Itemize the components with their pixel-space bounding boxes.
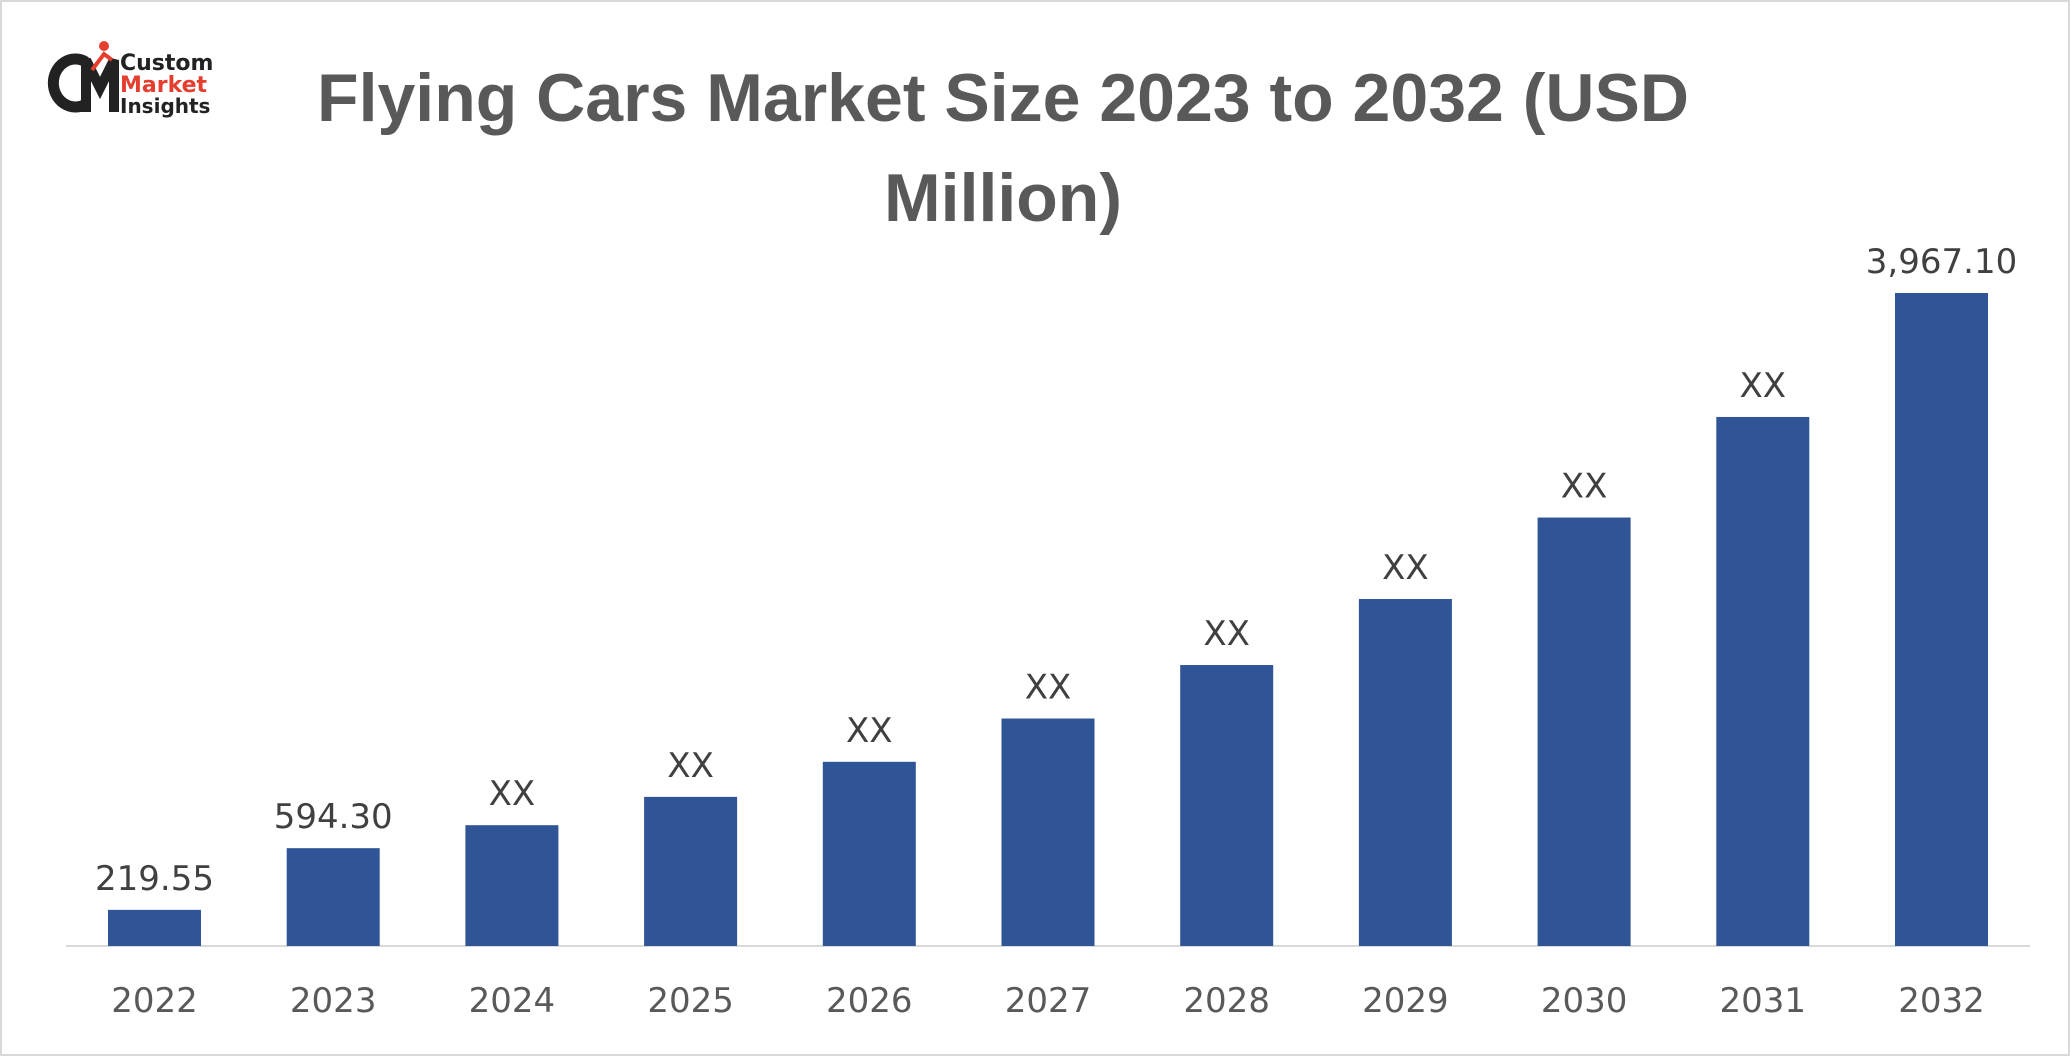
- bar: [465, 825, 559, 946]
- bar: [644, 796, 738, 946]
- logo: Custom Market Insights: [47, 41, 213, 118]
- x-tick-label: 2031: [1720, 981, 1807, 1021]
- x-tick-label: 2024: [469, 981, 556, 1021]
- data-label: XX: [1382, 548, 1429, 588]
- x-tick-label: 2032: [1898, 981, 1985, 1021]
- bar: [1895, 293, 1988, 946]
- data-label: XX: [667, 746, 714, 786]
- data-label: XX: [1203, 614, 1250, 654]
- data-label: XX: [1740, 366, 1787, 406]
- x-tick-label: 2030: [1541, 981, 1628, 1021]
- x-tick-label: 2028: [1183, 981, 1270, 1021]
- logo-dot: [99, 41, 109, 51]
- data-label: XX: [1025, 668, 1072, 708]
- bar: [822, 761, 916, 946]
- x-tick-label: 2027: [1005, 981, 1092, 1021]
- data-label: 3,967.10: [1866, 242, 2017, 282]
- bar: [286, 848, 380, 946]
- data-label: XX: [1561, 467, 1608, 507]
- x-tick-label: 2023: [290, 981, 377, 1021]
- data-label: 594.30: [274, 797, 393, 837]
- bar: [1537, 517, 1631, 946]
- data-label: XX: [489, 774, 536, 814]
- data-label: 219.55: [95, 859, 214, 899]
- bar: [1716, 416, 1810, 947]
- logo-text: Custom: [120, 51, 213, 76]
- x-tick-label: 2029: [1362, 981, 1449, 1021]
- x-tick-label: 2025: [647, 981, 734, 1021]
- logo-text: Market: [120, 73, 208, 98]
- logo-arrow: [90, 51, 114, 72]
- bar: [1180, 665, 1274, 946]
- chart-title: Flying Cars Market Size 2023 to 2032 (US…: [317, 60, 1689, 236]
- logo-c: [47, 53, 89, 113]
- logo-text: Insights: [120, 94, 210, 118]
- bar: [1001, 718, 1095, 946]
- data-label: XX: [846, 711, 893, 751]
- x-tick-label: 2022: [111, 981, 198, 1021]
- x-tick-label: 2026: [826, 981, 913, 1021]
- logo-m: [81, 57, 119, 112]
- bar: [1358, 599, 1452, 946]
- bar: [108, 909, 201, 946]
